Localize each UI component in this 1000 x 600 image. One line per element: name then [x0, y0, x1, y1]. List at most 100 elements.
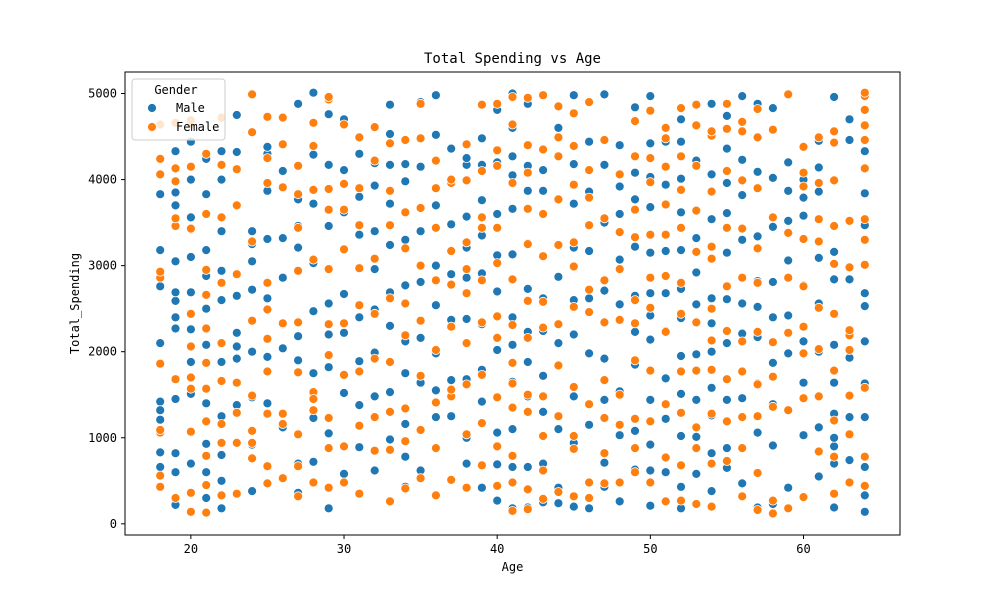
point-male-283: [660, 467, 671, 478]
point-male-113: [354, 356, 365, 367]
point-male-237: [568, 159, 579, 170]
point-male-147: [415, 277, 426, 287]
point-female-280: [630, 204, 640, 215]
point-female-36: [201, 264, 212, 275]
point-female-326: [706, 335, 717, 346]
point-female-370: [783, 405, 794, 416]
point-female-39: [216, 490, 227, 501]
point-female-378: [798, 321, 809, 332]
point-female-126: [369, 308, 380, 319]
point-female-303: [676, 460, 686, 471]
point-male-278: [645, 247, 656, 258]
point-male-228: [553, 271, 564, 282]
point-female-135: [385, 220, 395, 231]
point-male-356: [768, 103, 778, 113]
point-female-142: [400, 298, 411, 309]
x-tick-label-50: 50: [643, 542, 657, 556]
point-female-43: [216, 338, 227, 349]
point-male-39: [201, 189, 212, 200]
point-female-304: [676, 407, 686, 418]
point-female-362: [768, 508, 778, 519]
point-female-149: [415, 315, 426, 326]
point-male-317: [706, 293, 717, 304]
point-male-200: [507, 249, 518, 260]
point-male-326: [722, 247, 732, 258]
point-female-174: [461, 288, 472, 299]
point-male-232: [568, 391, 579, 402]
point-male-175: [476, 482, 487, 493]
point-female-109: [339, 369, 349, 380]
point-male-146: [415, 332, 426, 343]
point-male-14: [170, 312, 181, 323]
point-female-288: [645, 229, 656, 240]
point-male-176: [476, 396, 487, 407]
point-female-152: [415, 133, 426, 144]
point-male-107: [339, 289, 349, 299]
point-male-43: [216, 450, 227, 460]
point-female-269: [614, 314, 625, 325]
point-female-371: [783, 327, 794, 338]
point-female-241: [568, 431, 579, 441]
point-male-148: [415, 226, 426, 237]
point-female-32: [201, 383, 212, 394]
point-female-290: [645, 153, 656, 164]
point-female-3: [155, 425, 166, 435]
point-female-97: [323, 482, 334, 493]
point-male-198: [507, 339, 518, 350]
point-female-102: [323, 264, 334, 275]
point-female-364: [768, 401, 778, 412]
point-female-166: [446, 279, 457, 290]
point-female-243: [568, 301, 579, 312]
point-female-224: [538, 322, 548, 333]
point-male-337: [737, 154, 748, 165]
point-female-22: [185, 341, 196, 352]
point-male-287: [660, 288, 671, 299]
point-female-85: [293, 265, 304, 276]
point-female-50: [231, 407, 242, 418]
point-male-36: [201, 303, 212, 314]
point-male-46: [216, 295, 227, 306]
point-female-192: [492, 311, 503, 322]
point-female-202: [507, 378, 518, 389]
point-female-13: [170, 176, 181, 187]
point-female-238: [553, 101, 564, 112]
point-female-309: [676, 184, 686, 195]
point-female-100: [323, 350, 334, 361]
point-male-34: [201, 398, 212, 409]
point-female-356: [752, 326, 763, 337]
point-female-360: [752, 132, 763, 143]
point-male-141: [400, 234, 411, 245]
point-male-364: [798, 430, 809, 441]
point-male-132: [385, 159, 395, 170]
point-female-151: [415, 203, 426, 213]
point-male-354: [768, 221, 778, 232]
point-female-138: [400, 483, 411, 494]
point-female-213: [522, 332, 533, 343]
point-female-116: [354, 420, 365, 431]
point-male-391: [844, 412, 855, 423]
point-male-311: [706, 486, 717, 497]
point-female-78: [277, 139, 288, 150]
point-female-281: [630, 151, 640, 162]
point-male-11: [170, 448, 181, 459]
point-male-170: [461, 272, 472, 283]
point-male-308: [691, 267, 702, 278]
point-male-142: [400, 176, 411, 187]
point-male-49: [216, 174, 227, 185]
point-female-295: [660, 326, 671, 337]
point-female-31: [201, 416, 212, 427]
point-female-150: [415, 260, 426, 271]
point-male-328: [722, 178, 732, 188]
point-female-16: [170, 493, 181, 503]
point-female-9: [155, 169, 166, 180]
point-male-165: [446, 143, 457, 154]
point-female-346: [737, 336, 748, 347]
point-female-384: [813, 446, 824, 457]
point-female-379: [798, 281, 809, 292]
point-male-399: [859, 412, 870, 423]
point-male-72: [262, 141, 273, 152]
point-female-20: [185, 383, 196, 394]
point-male-162: [446, 269, 457, 280]
